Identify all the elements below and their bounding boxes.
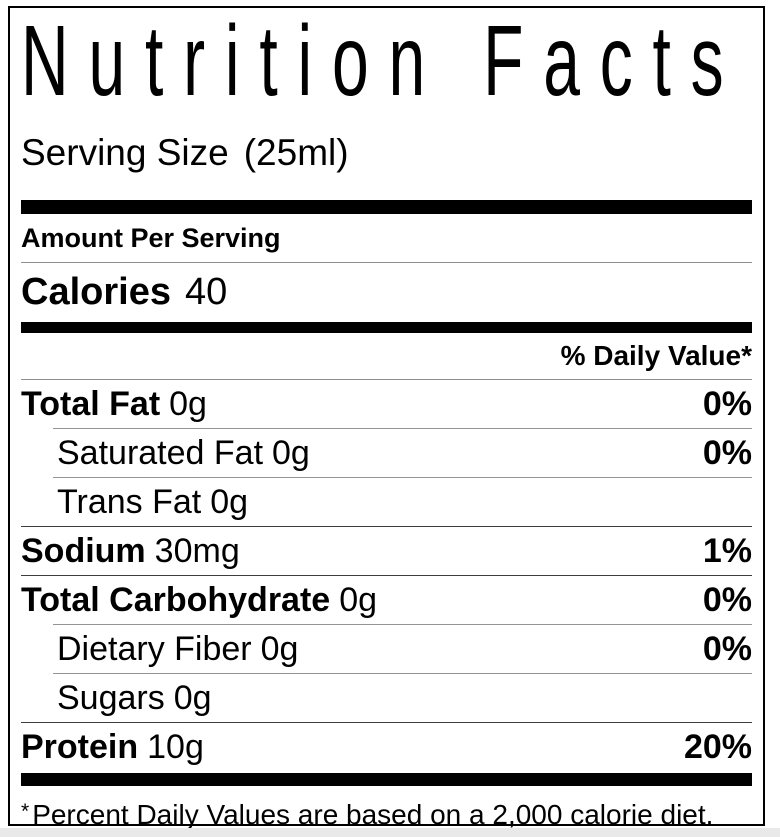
serving-size-label: Serving Size [21, 132, 229, 173]
amount-per-serving-heading: Amount Per Serving [21, 214, 752, 263]
nutrient-amount: 30mg [154, 532, 240, 570]
nutrition-facts-label: Nutrition Facts Serving Size (25ml) Amoun… [8, 5, 765, 828]
nutrient-amount: 0g [339, 581, 378, 619]
nutrient-row-saturated-fat: Saturated Fat 0g 0% [21, 429, 752, 477]
nutrient-name-amount: Total Carbohydrate 0g [21, 583, 377, 617]
nutrient-name: Total Fat [21, 385, 161, 423]
footnote-asterisk: * [21, 800, 30, 823]
separator [53, 673, 752, 674]
nutrient-percent: 0% [702, 630, 752, 668]
calories-row: Calories 40 [21, 263, 752, 322]
nutrient-name: Protein [21, 728, 139, 766]
nutrient-name-amount: Saturated Fat 0g [57, 436, 310, 470]
separator [21, 575, 752, 576]
daily-value-header: % Daily Value* [21, 333, 752, 380]
nutrient-name: Sodium [21, 532, 146, 570]
nutrient-amount: 10g [147, 728, 204, 766]
nutrient-amount: 0g [210, 483, 249, 521]
thick-divider-top [21, 200, 752, 214]
serving-size-value: (25ml) [243, 132, 349, 173]
nutrient-name-amount: Total Fat 0g [21, 387, 207, 421]
nutrient-name-amount: Dietary Fiber 0g [57, 632, 298, 666]
calories-value: 40 [184, 271, 228, 313]
nutrient-name-amount: Sodium 30mg [21, 534, 240, 568]
separator [53, 624, 752, 625]
nutrient-row-total-fat: Total Fat 0g 0% [21, 380, 752, 428]
nutrient-amount: 0g [260, 630, 299, 668]
nutrient-percent: 0% [702, 581, 752, 619]
nutrient-name: Saturated Fat [57, 434, 264, 472]
nutrient-amount: 0g [173, 679, 212, 717]
separator [53, 428, 752, 429]
nutrient-percent: 20% [683, 728, 752, 766]
nutrient-name-amount: Protein 10g [21, 730, 204, 764]
nutrient-amount: 0g [169, 385, 207, 423]
calories-label: Calories [21, 271, 171, 313]
nutrient-row-protein: Protein 10g 20% [21, 723, 752, 771]
nutrient-name-amount: Sugars 0g [57, 681, 212, 715]
nutrient-name: Total Carbohydrate [21, 581, 331, 619]
nutrient-percent: 0% [702, 385, 752, 423]
separator [21, 722, 752, 723]
nutrient-name: Dietary Fiber [57, 630, 252, 668]
nutrient-name: Trans Fat [57, 483, 202, 521]
nutrient-name-amount: Trans Fat 0g [57, 485, 248, 519]
serving-size-row: Serving Size (25ml) [21, 132, 752, 174]
nutrient-row-trans-fat: Trans Fat 0g [21, 478, 752, 526]
separator [53, 477, 752, 478]
nutrient-percent: 1% [702, 532, 752, 570]
nutrient-percent: 0% [702, 434, 752, 472]
nutrient-row-sodium: Sodium 30mg 1% [21, 527, 752, 575]
thick-divider-middle [21, 322, 752, 333]
footnote-text: Percent Daily Values are based on a 2,00… [32, 799, 714, 828]
thick-divider-bottom [21, 773, 752, 786]
nutrient-row-dietary-fiber: Dietary Fiber 0g 0% [21, 625, 752, 673]
nutrient-amount: 0g [272, 434, 310, 472]
nutrient-row-sugars: Sugars 0g [21, 674, 752, 722]
footnote: * Percent Daily Values are based on a 2,0… [21, 786, 752, 828]
nutrient-row-total-carbohydrate: Total Carbohydrate 0g 0% [21, 576, 752, 624]
nutrient-name: Sugars [57, 679, 165, 717]
label-title: Nutrition Facts [21, 5, 744, 117]
separator [21, 526, 752, 527]
